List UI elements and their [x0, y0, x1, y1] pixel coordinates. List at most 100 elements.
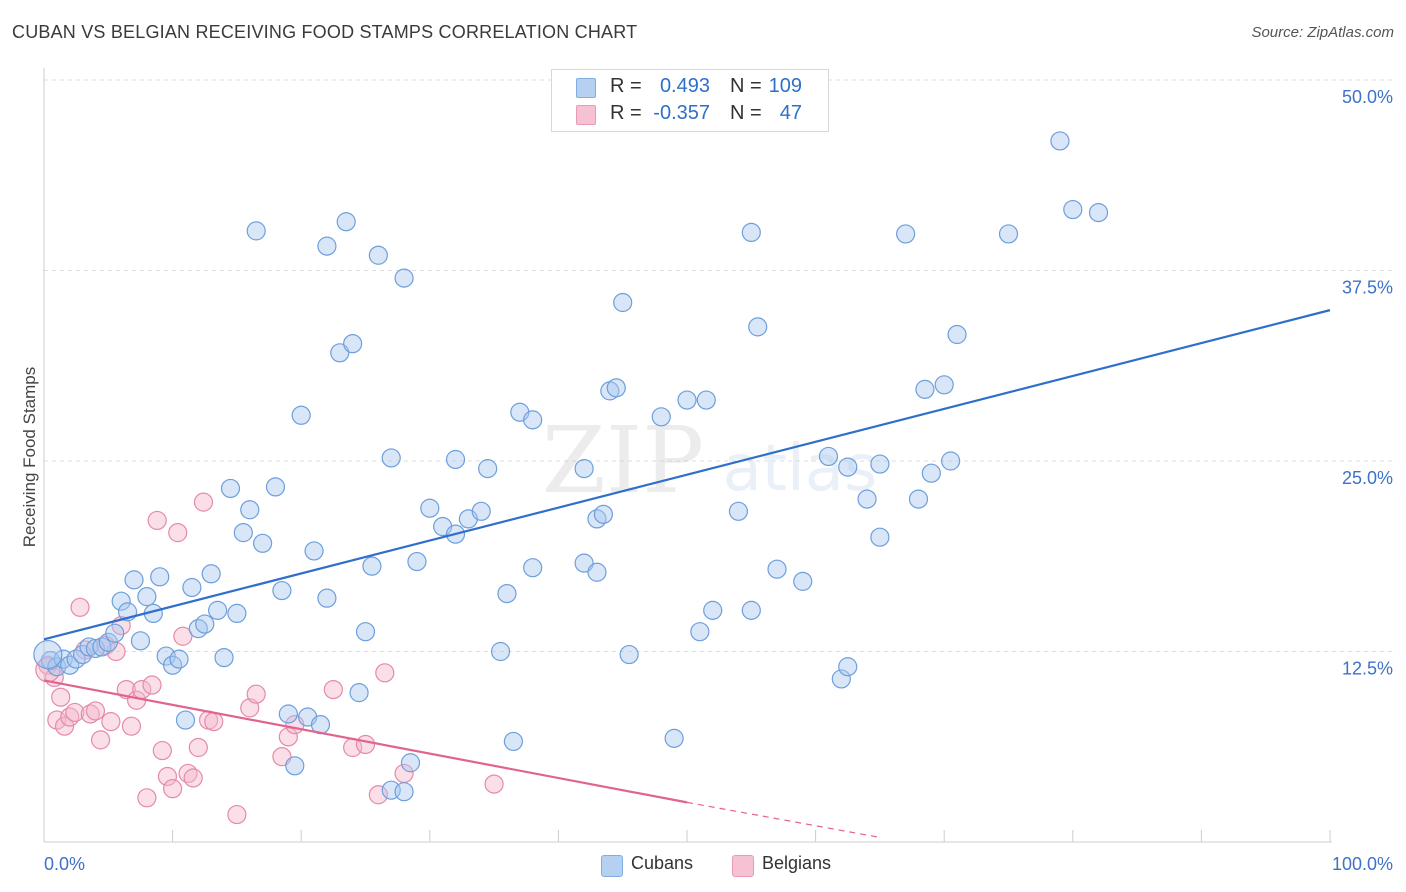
cubans-point — [214, 647, 234, 668]
cubans-point — [741, 222, 761, 242]
axis-ticks — [43, 830, 1331, 842]
x-tick-label-max: 100.0% — [1332, 854, 1393, 874]
belgians-point — [101, 712, 121, 732]
cubans-point — [201, 564, 221, 584]
cubans-point — [696, 390, 716, 410]
belgians-point — [142, 675, 162, 695]
belgians-point — [85, 701, 106, 721]
cubans-point — [278, 704, 298, 724]
cubans-point — [246, 221, 266, 241]
cubans-point — [381, 448, 401, 468]
legend-n-value: 47 — [779, 102, 802, 124]
cubans-point — [208, 600, 228, 620]
belgians-point — [65, 702, 85, 723]
cubans-point — [220, 478, 241, 499]
trend-lines — [43, 309, 1331, 839]
cubans-point — [998, 224, 1019, 244]
cubans-point — [574, 459, 594, 479]
cubans-point — [606, 378, 626, 398]
belgians-point — [137, 788, 157, 808]
correlation-legend: R = 0.493 N = 109 R = -0.357 N = 47 — [551, 69, 829, 132]
gridlines — [44, 79, 1392, 652]
legend-r-label: R = — [610, 102, 642, 124]
bottom-legend-label-cubans: Cubans — [631, 853, 694, 873]
belgians-point — [173, 626, 193, 646]
cubans-point — [285, 756, 305, 776]
y-tick-label: 37.5% — [1342, 278, 1393, 298]
legend-swatch-belgians — [576, 105, 596, 125]
cubans-point — [896, 224, 916, 244]
cubans-point — [445, 449, 466, 470]
cubans-point — [523, 410, 543, 430]
cubans-point — [317, 236, 337, 256]
legend-n-label: N = — [730, 75, 762, 97]
cubans-points — [33, 131, 1109, 802]
cubans-point — [870, 527, 890, 547]
y-tick-labels: 12.5% 25.0% 37.5% 50.0% — [1342, 87, 1393, 679]
cubans-point — [748, 317, 768, 337]
cubans-point — [593, 504, 614, 524]
cubans-point — [587, 562, 607, 582]
cubans-point — [857, 489, 877, 509]
belgians-point — [54, 716, 75, 736]
cubans-point — [478, 459, 498, 479]
cubans-point — [227, 603, 247, 624]
cubans-point — [651, 407, 671, 427]
cubans-point — [394, 782, 414, 802]
cubans-point — [908, 489, 929, 509]
cubans-point — [111, 591, 131, 611]
belgians-point — [193, 492, 214, 512]
legend-r-value: -0.357 — [653, 102, 710, 124]
cubans-point — [394, 268, 414, 288]
cubans-point — [291, 405, 311, 425]
cubans-point — [233, 523, 253, 543]
cubans-point — [838, 657, 858, 677]
belgians-point — [368, 785, 388, 805]
cubans-point — [304, 541, 324, 561]
cubans-point — [124, 570, 144, 590]
cubans-point — [741, 600, 761, 620]
belgians-point — [246, 684, 266, 704]
belgians-point — [152, 740, 172, 761]
cubans-point — [169, 649, 189, 669]
belgians-point — [168, 523, 188, 543]
cubans-point — [613, 292, 633, 313]
cubans-point — [767, 559, 787, 579]
cubans-point — [317, 588, 337, 608]
belgians-point — [121, 716, 142, 736]
belgians-point — [355, 734, 376, 755]
cubans-point — [838, 457, 858, 477]
belgians-point — [227, 804, 247, 825]
cubans-point — [921, 463, 941, 483]
cubans-point — [343, 334, 363, 354]
cubans-point — [1063, 199, 1083, 220]
legend-r-label: R = — [610, 75, 642, 97]
cubans-point — [690, 622, 710, 642]
cubans-point — [33, 639, 63, 670]
bottom-legend-swatch-cubans — [601, 855, 623, 877]
belgians-point — [70, 597, 90, 617]
cubans-point — [523, 558, 543, 578]
belgians-point — [147, 510, 167, 531]
cubans-point — [677, 390, 697, 410]
belgians-trend-extension — [686, 801, 881, 839]
belgians-point — [375, 663, 395, 683]
legend-n-label: N = — [730, 102, 762, 124]
cubans-point — [355, 622, 376, 642]
cubans-point — [240, 500, 260, 520]
cubans-point — [150, 567, 170, 587]
cubans-point — [182, 577, 202, 598]
cubans-point — [934, 375, 954, 395]
cubans-point — [130, 631, 151, 651]
watermark: ZIP atlas — [542, 407, 877, 514]
cubans-point — [272, 580, 292, 601]
belgians-trend-line — [43, 679, 688, 804]
cubans-point — [1050, 131, 1070, 151]
cubans-point — [1088, 202, 1109, 223]
cubans-point — [703, 600, 723, 620]
belgians-point — [484, 774, 504, 794]
cubans-point — [831, 669, 851, 689]
cubans-point — [941, 451, 961, 471]
cubans-point — [137, 587, 157, 607]
